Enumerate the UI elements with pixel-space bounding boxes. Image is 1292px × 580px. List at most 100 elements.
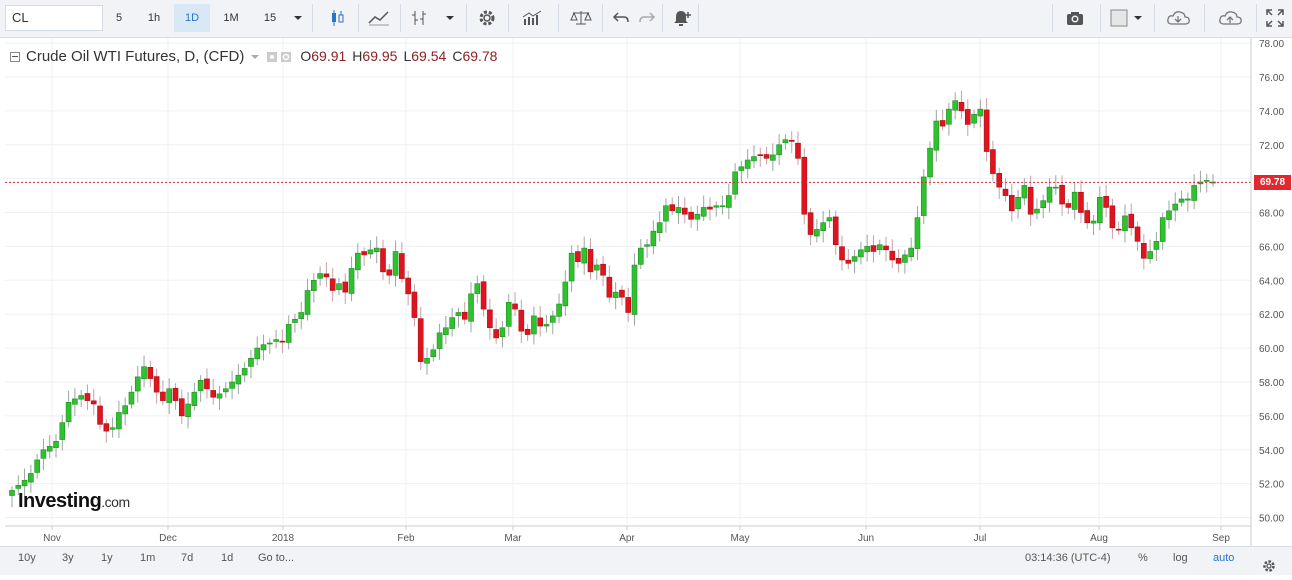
candle-body [902, 254, 908, 263]
cloud-load-icon[interactable] [1160, 4, 1198, 32]
price-chart[interactable]: 78.0076.0074.0072.0070.0068.0066.0064.00… [0, 38, 1292, 546]
interval-1h-button[interactable]: 1h [147, 12, 161, 24]
candle-body [122, 405, 128, 415]
range-7d-button[interactable]: 7d [181, 552, 194, 564]
candle-body [103, 423, 110, 432]
candle [386, 263, 393, 285]
compare-icon[interactable] [404, 4, 436, 32]
candle [1015, 189, 1021, 219]
template-icon[interactable] [1104, 4, 1150, 32]
candle [820, 210, 826, 243]
candle-body [1191, 185, 1197, 201]
candle [575, 244, 581, 268]
gear-icon[interactable] [1262, 552, 1276, 580]
legend-settings-icon[interactable] [266, 51, 294, 63]
candle-body [644, 244, 650, 247]
candle [311, 272, 317, 303]
candle-body [172, 388, 179, 401]
candle-body [455, 312, 462, 316]
y-tick-label: 64.00 [1259, 276, 1284, 287]
candle [153, 368, 160, 404]
indicators-icon[interactable] [362, 4, 398, 32]
settings-icon[interactable] [472, 4, 502, 32]
cloud-save-icon[interactable] [1212, 4, 1250, 32]
range-3y-button[interactable]: 3y [62, 552, 74, 564]
candle [166, 378, 172, 414]
candle-body [1159, 217, 1166, 242]
candle [864, 234, 870, 262]
candle [927, 141, 933, 186]
studies-icon[interactable] [516, 4, 552, 32]
goto-date-button[interactable]: Go to... [258, 552, 295, 564]
range-1m-button[interactable]: 1m [140, 552, 156, 564]
candle [663, 198, 669, 233]
range-10y-button[interactable]: 10y [18, 552, 36, 564]
candle [832, 210, 839, 255]
undo-icon[interactable] [606, 4, 636, 32]
candle [487, 298, 493, 340]
candle-body [763, 154, 770, 159]
candle [53, 434, 59, 458]
candle-body [109, 427, 116, 430]
alert-icon[interactable] [666, 4, 696, 32]
redo-icon[interactable] [632, 4, 662, 32]
candle [172, 383, 179, 410]
candle [556, 293, 562, 324]
range-1y-button[interactable]: 1y [101, 552, 113, 564]
candle-body [1002, 188, 1009, 196]
candle-body [141, 366, 147, 380]
candle-body [612, 291, 619, 298]
candle-body [1172, 203, 1179, 211]
candle-body [512, 303, 518, 310]
candle-body [78, 395, 84, 400]
range-1d-button[interactable]: 1d [221, 552, 234, 564]
x-tick-label: Aug [1090, 533, 1108, 544]
x-tick-label: Sep [1212, 533, 1230, 544]
candle-body [958, 102, 965, 112]
candle-body [688, 211, 694, 220]
log-scale-toggle[interactable]: log [1173, 552, 1188, 564]
candle-body [1021, 185, 1028, 199]
chevron-down-icon[interactable] [250, 54, 260, 60]
candle [1203, 173, 1210, 193]
y-tick-label: 54.00 [1259, 446, 1284, 457]
collapse-icon[interactable] [10, 51, 20, 62]
camera-icon[interactable] [1060, 4, 1090, 32]
candle [858, 241, 864, 265]
candles-icon[interactable] [322, 4, 352, 32]
interval-dropdown[interactable] [288, 4, 308, 32]
candle-body [1128, 213, 1135, 229]
fullscreen-icon[interactable] [1260, 4, 1290, 32]
candle-body [832, 216, 839, 246]
candle [562, 270, 569, 317]
percent-scale-toggle[interactable]: % [1138, 552, 1148, 564]
candle [417, 307, 424, 371]
auto-scale-toggle[interactable]: auto [1213, 552, 1235, 564]
chart-grid [5, 38, 1251, 526]
candle-body [933, 120, 940, 151]
y-tick-label: 56.00 [1259, 412, 1284, 423]
candle-body [411, 291, 418, 318]
interval-5m-button[interactable]: 5 [115, 12, 123, 24]
candle [1053, 175, 1059, 195]
candle-body [1185, 198, 1191, 201]
scale-icon[interactable] [564, 4, 598, 32]
candle [449, 307, 455, 337]
x-tick-label: Feb [397, 533, 415, 544]
chart-type-dropdown[interactable] [440, 4, 460, 32]
symbol-input[interactable]: CL [5, 5, 103, 31]
candle-body [59, 422, 66, 440]
candle-body [700, 207, 707, 217]
interval-15-button[interactable]: 15 [263, 12, 277, 24]
candle [1166, 200, 1172, 229]
candle-body [1141, 242, 1147, 259]
candle [656, 211, 663, 242]
candle [518, 299, 525, 343]
interval-1m-button[interactable]: 1M [223, 12, 239, 24]
candle [361, 247, 367, 267]
candle-body [1153, 241, 1160, 250]
candle-body [147, 367, 154, 379]
candle-body [197, 379, 204, 392]
interval-1d-button[interactable]: 1D [174, 4, 210, 32]
candle [65, 390, 72, 428]
